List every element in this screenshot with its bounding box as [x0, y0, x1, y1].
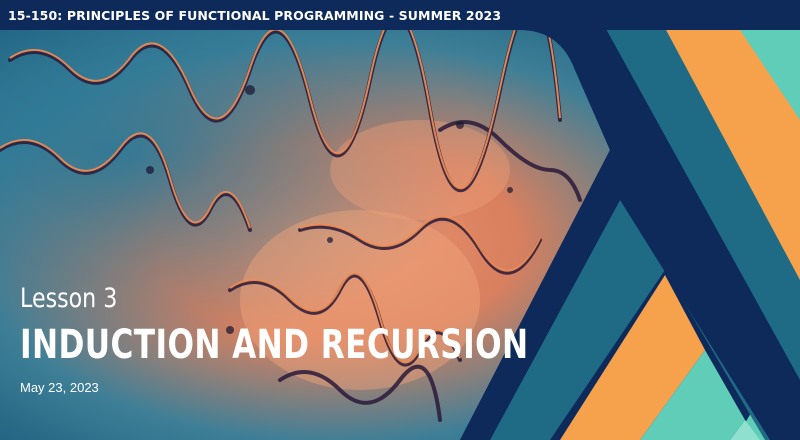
- lesson-date: May 23, 2023: [20, 380, 99, 395]
- header-bar: [0, 0, 800, 30]
- lesson-title: INDUCTION AND RECURSION: [20, 322, 529, 368]
- lambda-stripes-logo: [460, 0, 800, 440]
- lesson-number: Lesson 3: [20, 283, 118, 314]
- course-title: 15-150: PRINCIPLES OF FUNCTIONAL PROGRAM…: [8, 8, 502, 23]
